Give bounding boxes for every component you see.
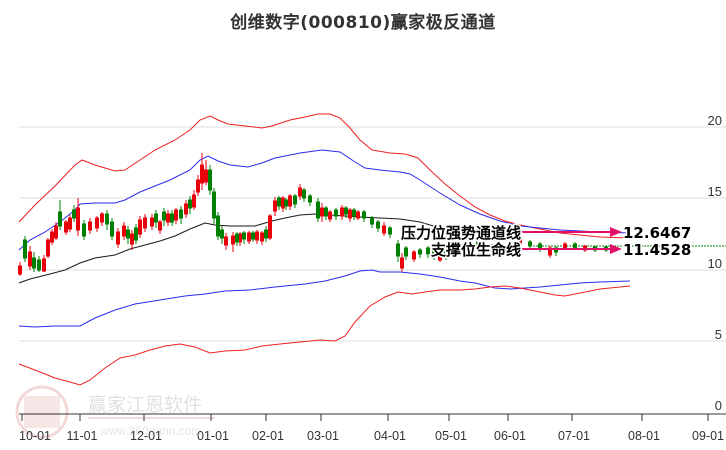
outer-lower-band (18, 285, 631, 386)
y-tick-0: 0 (715, 398, 722, 413)
x-tick-07-01: 07-01 (558, 429, 590, 443)
watermark-brand: 赢家江恩软件 (88, 394, 202, 416)
support-value: 11.4528 (623, 241, 691, 259)
inner-upper-band (18, 149, 631, 251)
pressure-value: 12.6467 (623, 224, 691, 242)
y-tick-15: 15 (708, 184, 722, 199)
x-tick-03-01: 03-01 (307, 429, 339, 443)
arrow-head-icon (610, 227, 622, 237)
watermark-url: www.360gann.com (99, 424, 201, 438)
pressure-arrow (522, 227, 622, 237)
pressure-label: 压力位强势通道线 (401, 224, 521, 242)
x-tick-05-01: 05-01 (435, 429, 467, 443)
x-axis: 10-01 11-01 12-01 01-01 02-01 03-01 04-0… (19, 413, 726, 443)
arrow-head-icon (610, 244, 622, 254)
x-tick-11-01: 11-01 (66, 429, 97, 443)
y-tick-5: 5 (715, 327, 722, 342)
support-label: 支撑位生命线 (430, 241, 521, 259)
outer-upper-band (18, 113, 631, 239)
x-tick-02-01: 02-01 (252, 429, 284, 443)
x-tick-04-01: 04-01 (374, 429, 406, 443)
x-tick-01-01: 01-01 (197, 429, 229, 443)
inner-lower-band (18, 269, 631, 328)
y-axis: 20 15 10 5 0 (708, 113, 722, 413)
middle-line (18, 213, 476, 284)
x-tick-10-01: 10-01 (19, 429, 51, 443)
y-tick-20: 20 (708, 113, 722, 128)
x-tick-08-01: 08-01 (628, 429, 660, 443)
support-arrow (522, 244, 622, 254)
y-tick-10: 10 (708, 256, 722, 271)
chart-title: 创维数字(000810)赢家极反通道 (230, 13, 496, 33)
watermark-seal-icon (15, 385, 69, 439)
x-tick-09-01: 09-01 (692, 429, 724, 443)
x-tick-12-01: 12-01 (130, 429, 162, 443)
x-tick-06-01: 06-01 (494, 429, 526, 443)
watermark: 赢家江恩软件 www.360gann.com (15, 385, 215, 439)
candlesticks (18, 153, 608, 276)
